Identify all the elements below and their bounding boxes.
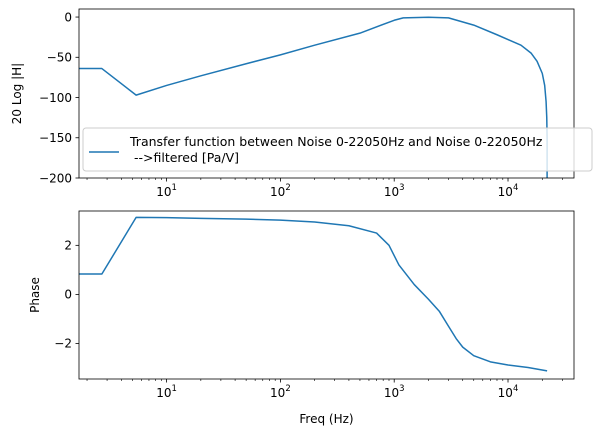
legend-entry-line2: -->filtered [Pa/V] (130, 150, 239, 165)
phase-x-tick-label: 103 (384, 384, 405, 400)
magnitude-y-tick-label: −100 (39, 91, 72, 105)
magnitude-axes-frame (78, 8, 575, 179)
magnitude-y-axis-label: 20 Log |H| (10, 63, 24, 124)
legend-entry-line1: Transfer function between Noise 0-22050H… (129, 134, 543, 149)
magnitude-x-tick-label: 103 (384, 183, 405, 199)
phase-y-tick-label: −2 (54, 337, 72, 351)
phase-x-axis-label: Freq (Hz) (299, 412, 353, 426)
magnitude-ticks: 101 102 103 104 0 −50 −100 −150 −200 (39, 10, 563, 199)
phase-x-tick-label: 102 (270, 384, 291, 400)
phase-x-tick-label: 104 (498, 384, 519, 400)
phase-y-tick-label: 0 (64, 288, 72, 302)
magnitude-y-tick-label: −50 (47, 51, 72, 65)
magnitude-x-tick-label: 102 (270, 183, 291, 199)
phase-subplot: 101 102 103 104 2 0 −2 Phase Freq (Hz) (28, 210, 575, 426)
phase-y-axis-label: Phase (28, 277, 42, 313)
phase-series-line (79, 216, 548, 372)
phase-x-tick-label: 101 (156, 384, 177, 400)
magnitude-y-tick-label: −150 (39, 131, 72, 145)
phase-axes-frame (78, 210, 575, 380)
legend-box (82, 127, 593, 172)
phase-ticks: 101 102 103 104 2 0 −2 (54, 239, 563, 400)
magnitude-x-tick-label: 104 (498, 183, 519, 199)
legend: Transfer function between Noise 0-22050H… (82, 127, 593, 172)
phase-y-tick-label: 2 (64, 239, 72, 253)
magnitude-y-tick-label: 0 (64, 10, 72, 24)
magnitude-y-tick-label: −200 (39, 171, 72, 185)
magnitude-series-line (79, 16, 548, 178)
magnitude-x-tick-label: 101 (156, 183, 177, 199)
